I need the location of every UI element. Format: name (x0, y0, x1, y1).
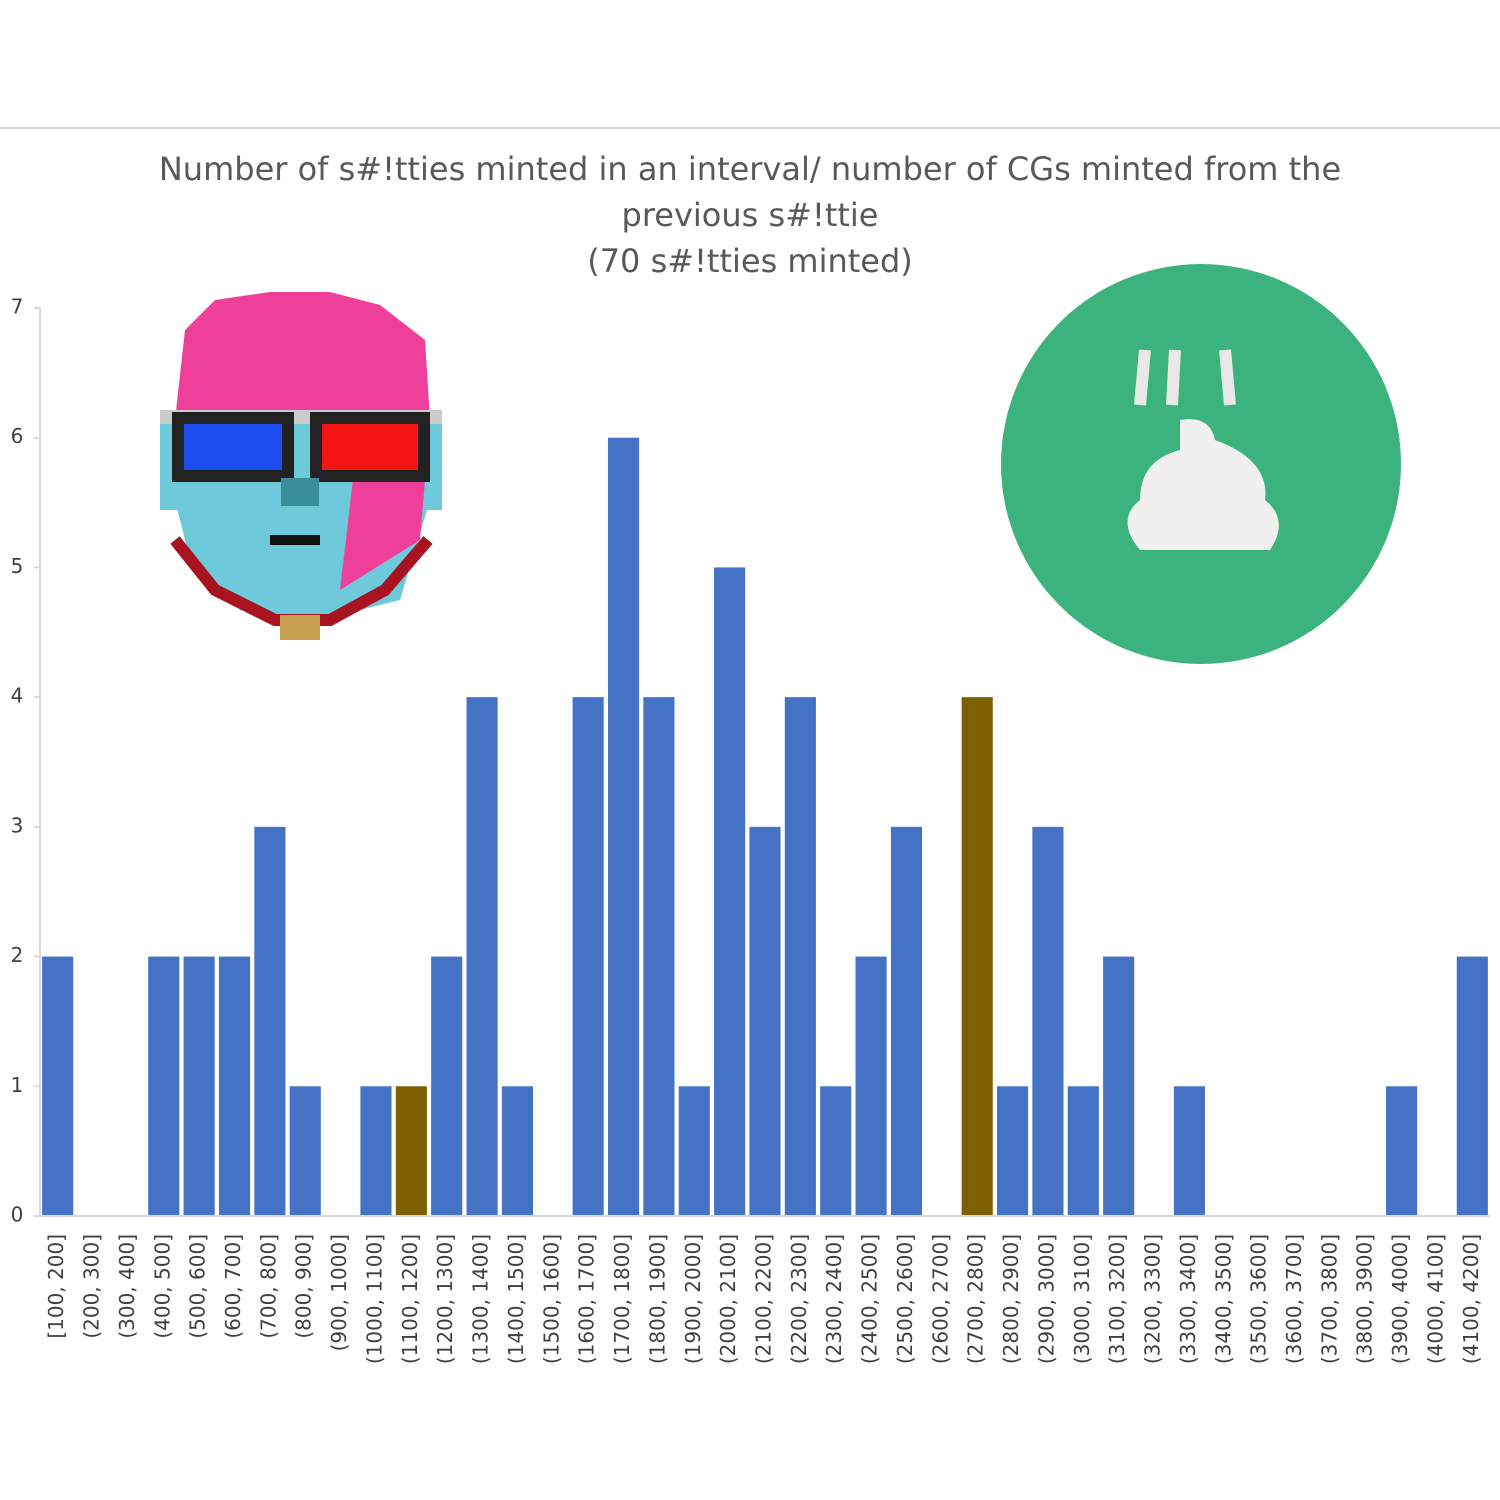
bar (466, 697, 498, 1216)
bar (1032, 826, 1064, 1216)
x-tick-label: (3900, 4000] (1388, 1234, 1412, 1364)
x-tick-label: (1600, 1700] (575, 1234, 599, 1364)
x-tick-label: (1700, 1800] (610, 1234, 634, 1364)
chart-title-box: Number of s#!tties minted in an interval… (100, 146, 1400, 284)
bar (1103, 956, 1135, 1216)
x-tick-label: (1000, 1100] (362, 1234, 386, 1364)
bar (395, 1086, 427, 1216)
bar (1386, 1086, 1418, 1216)
x-tick-label: (3200, 3300] (1141, 1234, 1165, 1364)
x-tick-label: (1300, 1400] (469, 1234, 493, 1364)
x-tick-label: (2500, 2600] (893, 1234, 917, 1364)
x-tick-label: (1900, 2000] (681, 1234, 705, 1364)
x-tick-label: (1200, 1300] (433, 1234, 457, 1364)
x-tick-label: (2600, 2700] (928, 1234, 952, 1364)
bar (678, 1086, 710, 1216)
bar (148, 956, 180, 1216)
x-tick-label: (1500, 1600] (539, 1234, 563, 1364)
bar (961, 697, 993, 1216)
bar (1173, 1086, 1205, 1216)
x-tick-label: (4100, 4200] (1459, 1234, 1483, 1364)
bar (855, 956, 887, 1216)
x-tick-label: (700, 800] (256, 1234, 280, 1339)
y-tick-label: 3 (11, 813, 24, 837)
x-tick-label: (3400, 3500] (1211, 1234, 1235, 1364)
x-tick-label: (400, 500] (150, 1234, 174, 1339)
bar (1456, 956, 1488, 1216)
bar (572, 697, 604, 1216)
x-tick-label: (3100, 3200] (1105, 1234, 1129, 1364)
x-tick-label: (200, 300] (80, 1234, 104, 1339)
bar (1067, 1086, 1099, 1216)
y-tick-label: 5 (11, 554, 24, 578)
bar (784, 697, 816, 1216)
x-tick-label: (800, 900] (292, 1234, 316, 1339)
x-tick-label: (2900, 3000] (1034, 1234, 1058, 1364)
bar (431, 956, 463, 1216)
bar (607, 437, 640, 1216)
x-tick-label: (2200, 2300] (787, 1234, 811, 1364)
bar (643, 697, 675, 1216)
x-tick-label: (1400, 1500] (504, 1234, 528, 1364)
bar (254, 826, 286, 1216)
bar (360, 1086, 392, 1216)
x-tick-label: [100, 200] (44, 1234, 68, 1339)
y-tick-label: 4 (11, 684, 24, 708)
x-tick-label: (2100, 2200] (752, 1234, 776, 1364)
x-tick-label: (900, 1000] (327, 1234, 351, 1351)
bar (714, 567, 746, 1216)
x-tick-label: (2300, 2400] (822, 1234, 846, 1364)
bar (289, 1086, 321, 1216)
bar (749, 826, 781, 1216)
x-tick-label: (1100, 1200] (398, 1234, 422, 1364)
y-tick-label: 1 (11, 1073, 24, 1097)
bar (183, 956, 215, 1216)
x-tick-label: (300, 400] (115, 1234, 139, 1339)
y-tick-label: 2 (11, 943, 24, 967)
x-tick-label: (3600, 3700] (1282, 1234, 1306, 1364)
avatar-face (160, 292, 442, 640)
x-tick-label: (2700, 2800] (964, 1234, 988, 1364)
x-tick-label: (3700, 3800] (1317, 1234, 1341, 1364)
x-tick-label: (2000, 2100] (716, 1234, 740, 1364)
x-tick-label: (3300, 3400] (1176, 1234, 1200, 1364)
x-tick-label: (500, 600] (186, 1234, 210, 1339)
x-tick-label: (4000, 4100] (1423, 1234, 1447, 1364)
x-tick-label: (2800, 2900] (999, 1234, 1023, 1364)
bar (890, 826, 923, 1216)
chart-title: Number of s#!tties minted in an interval… (158, 150, 1342, 234)
bar (218, 956, 251, 1216)
poop-icon (1001, 264, 1401, 664)
chart-subtitle: (70 s#!tties minted) (587, 242, 913, 280)
y-tick-label: 0 (11, 1203, 24, 1227)
x-tick-label: (600, 700] (221, 1234, 245, 1339)
x-tick-label: (2400, 2500] (858, 1234, 882, 1364)
bar (42, 956, 74, 1216)
bar (820, 1086, 852, 1216)
x-tick-label: (3800, 3900] (1353, 1234, 1377, 1364)
y-tick-label: 7 (11, 295, 24, 319)
x-tick-label: (1800, 1900] (645, 1234, 669, 1364)
x-tick-label: (3000, 3100] (1070, 1234, 1094, 1364)
x-tick-label: (3500, 3600] (1247, 1234, 1271, 1364)
bar (997, 1086, 1029, 1216)
bar (501, 1086, 533, 1216)
y-tick-label: 6 (11, 424, 24, 448)
